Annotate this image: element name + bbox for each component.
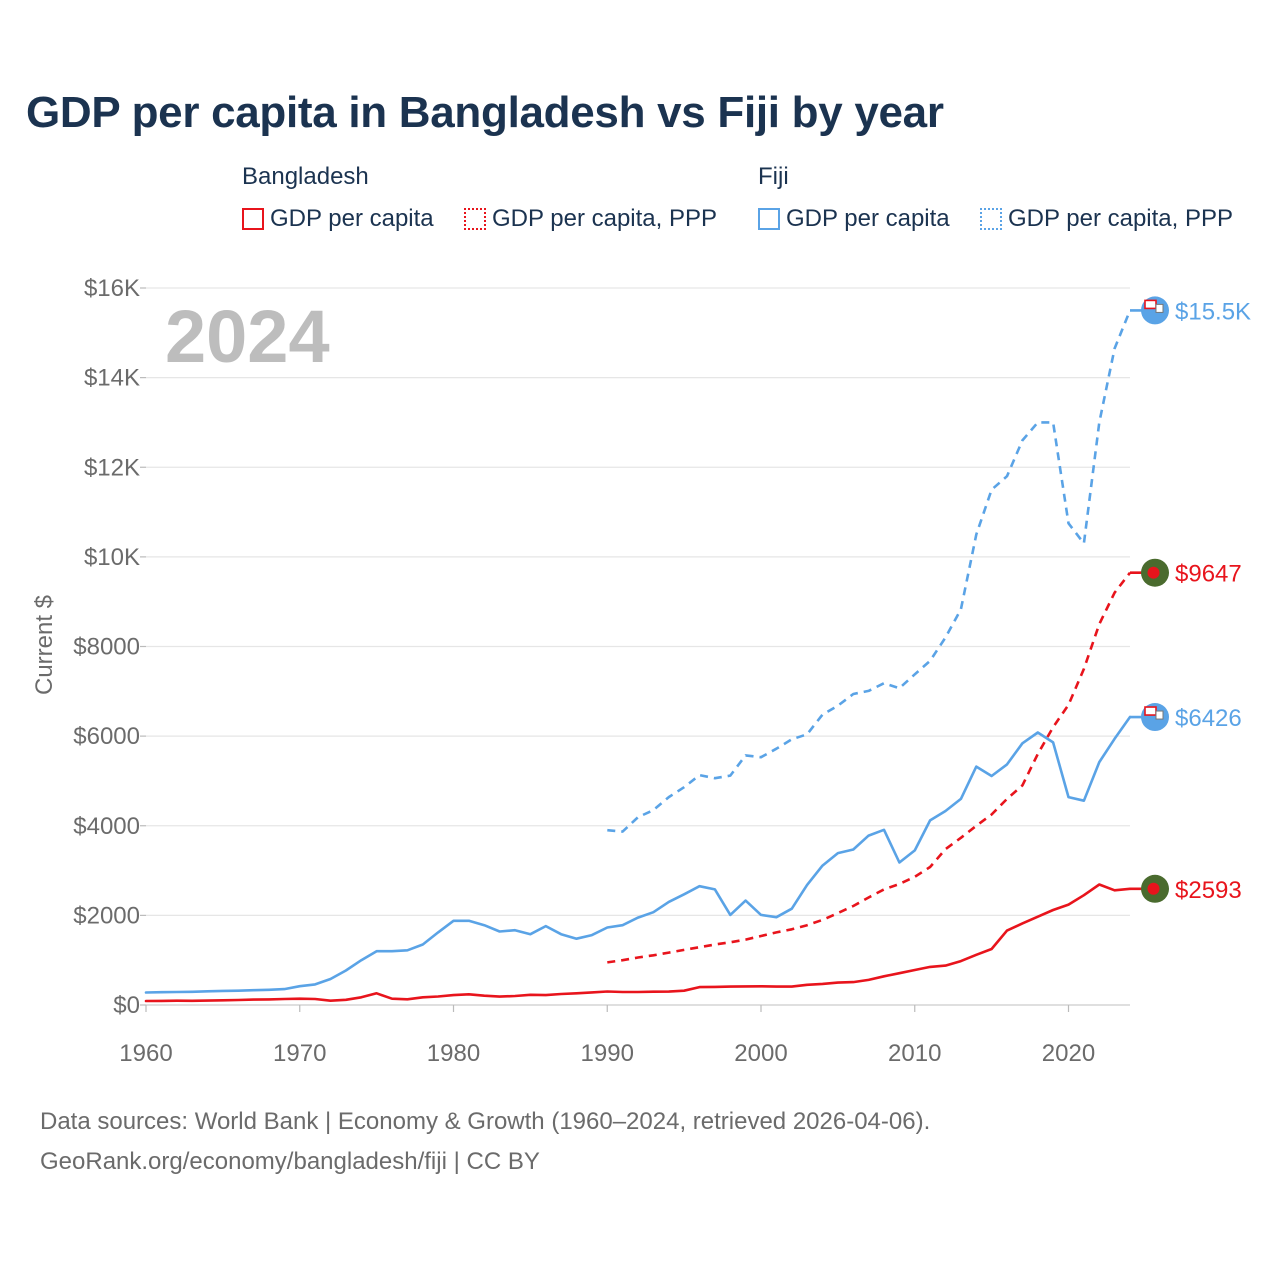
y-tick-label: $4000	[73, 813, 140, 840]
legend-swatch-dotted-blue	[980, 208, 1002, 230]
series-line-fiji-solid	[144, 715, 1132, 994]
y-tick-label: $8000	[73, 634, 140, 661]
y-tick-label: $6000	[73, 723, 140, 750]
y-axis-label: Current $	[31, 595, 58, 695]
bangladesh-flag-disc	[1147, 882, 1160, 895]
x-tick-label: 1960	[119, 1040, 172, 1067]
series-end-label: $2593	[1175, 877, 1242, 904]
y-tick-label: $14K	[84, 365, 140, 392]
legend-swatch-solid-red	[242, 208, 264, 230]
y-tick-label: $10K	[84, 544, 140, 571]
footer-attribution: GeoRank.org/economy/bangladesh/fiji | CC…	[40, 1148, 540, 1175]
y-tick-label: $16K	[84, 275, 140, 302]
fiji-flag-shield	[1155, 710, 1164, 720]
chart-title: GDP per capita in Bangladesh vs Fiji by …	[26, 88, 944, 137]
y-tick-label: $2000	[73, 902, 140, 929]
legend-label: GDP per capita	[786, 205, 950, 232]
legend-item-bangladesh-gdp[interactable]: GDP per capita	[242, 205, 434, 233]
x-tick-label: 2020	[1042, 1040, 1095, 1067]
legend-label: GDP per capita, PPP	[492, 205, 717, 232]
x-tick-label: 2000	[734, 1040, 787, 1067]
legend-item-bangladesh-ppp[interactable]: GDP per capita, PPP	[464, 205, 717, 233]
series-line-bangladesh-solid	[144, 883, 1132, 1003]
line-chart: $0 $2000 $4000 $6000 $8000 $10K $12K $14K $16K 1…	[31, 275, 1251, 1067]
legend-swatch-solid-blue	[758, 208, 780, 230]
series-end-label: $9647	[1175, 561, 1242, 588]
x-tick-label: 1980	[427, 1040, 480, 1067]
legend-label: GDP per capita, PPP	[1008, 205, 1233, 232]
x-tick-label: 1970	[273, 1040, 326, 1067]
legend-item-fiji-gdp[interactable]: GDP per capita	[758, 205, 950, 233]
series-end-label: $6426	[1175, 705, 1242, 732]
series-end-label: $15.5K	[1175, 298, 1251, 325]
series-line-bangladesh-dashed	[607, 571, 1132, 964]
legend-group-fiji: Fiji	[758, 163, 789, 190]
series-line-fiji-dashed	[607, 309, 1132, 833]
y-tick-label: $0	[113, 992, 140, 1019]
legend-label: GDP per capita	[270, 205, 434, 232]
x-tick-label: 2010	[888, 1040, 941, 1067]
x-tick-label: 1990	[581, 1040, 634, 1067]
footer-sources: Data sources: World Bank | Economy & Gro…	[40, 1108, 931, 1135]
fiji-flag-union-jack	[1144, 299, 1157, 310]
fiji-flag-union-jack	[1144, 706, 1157, 716]
legend-item-fiji-ppp[interactable]: GDP per capita, PPP	[980, 205, 1233, 233]
legend-swatch-dotted-red	[464, 208, 486, 230]
bangladesh-flag-disc	[1147, 566, 1160, 579]
fiji-flag-shield	[1155, 303, 1164, 313]
year-watermark: 2024	[165, 295, 330, 378]
legend-group-bangladesh: Bangladesh	[242, 163, 369, 190]
y-tick-label: $12K	[84, 454, 140, 481]
